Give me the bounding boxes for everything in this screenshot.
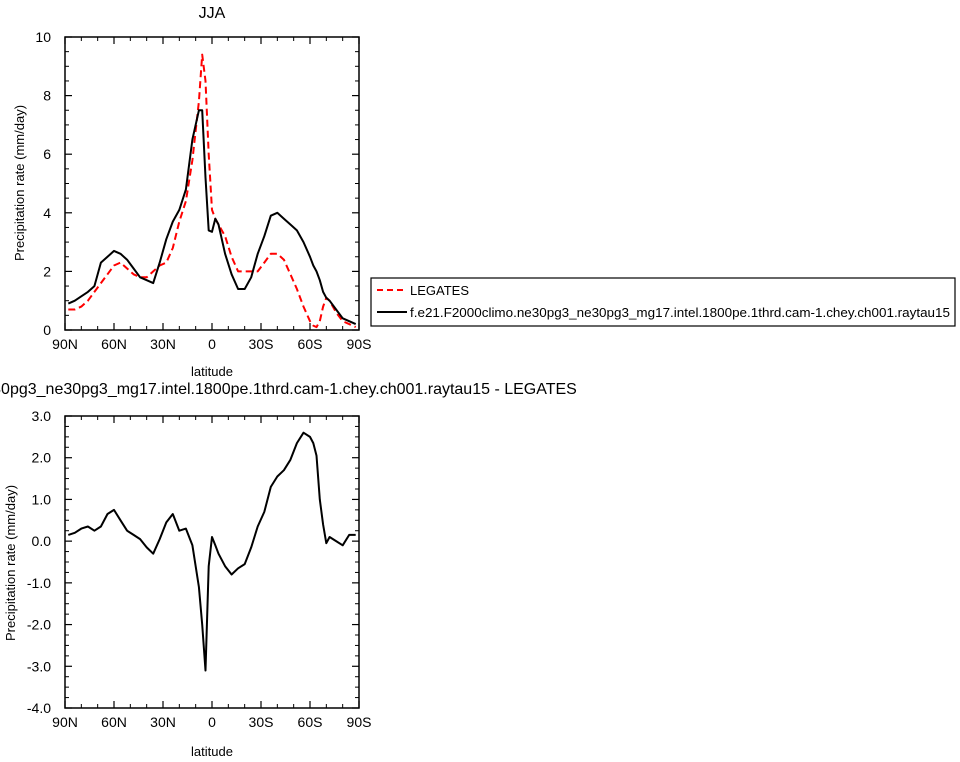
top-x-tick-label: 30S (249, 336, 274, 352)
bottom-x-tick-label: 0 (208, 714, 216, 730)
top-y-tick-label: 8 (43, 88, 51, 104)
bottom-x-axis-label: latitude (191, 744, 233, 759)
top-series-line-1 (67, 109, 357, 326)
bottom-y-tick-label: 3.0 (32, 408, 52, 424)
bottom-x-tick-label: 90S (347, 714, 372, 730)
top-series-line-0 (68, 53, 357, 329)
top-x-tick-label: 90S (347, 336, 372, 352)
bottom-x-tick-label: 90N (52, 714, 78, 730)
bottom-panel: f.e21.F2000climo.ne30pg3_ne30pg3_mg17.in… (0, 381, 577, 759)
top-x-tick-label: 30N (150, 336, 176, 352)
top-x-tick-label: 90N (52, 336, 78, 352)
legend-label-legates: LEGATES (410, 283, 469, 298)
top-x-tick-label: 60N (101, 336, 127, 352)
top-chart-title: JJA (199, 5, 226, 22)
top-y-tick-label: 10 (35, 29, 51, 45)
bottom-x-tick-label: 30S (249, 714, 274, 730)
legend-label-model: f.e21.F2000climo.ne30pg3_ne30pg3_mg17.in… (410, 305, 950, 320)
bottom-y-tick-label: 1.0 (32, 491, 52, 507)
top-y-tick-label: 4 (43, 205, 51, 221)
bottom-y-tick-label: -1.0 (27, 575, 51, 591)
top-y-tick-label: 6 (43, 146, 51, 162)
bottom-x-tick-label: 60S (298, 714, 323, 730)
top-y-axis-label: Precipitation rate (mm/day) (12, 105, 27, 261)
top-y-tick-label: 2 (43, 263, 51, 279)
bottom-series-line-0 (67, 431, 356, 672)
top-plot-frame (64, 36, 360, 331)
bottom-chart-title: f.e21.F2000climo.ne30pg3_ne30pg3_mg17.in… (0, 381, 577, 398)
legend: LEGATES f.e21.F2000climo.ne30pg3_ne30pg3… (370, 277, 956, 327)
bottom-y-tick-label: -2.0 (27, 617, 51, 633)
top-x-axis-label: latitude (191, 364, 233, 379)
bottom-plot-frame (64, 415, 360, 709)
bottom-y-tick-label: -3.0 (27, 658, 51, 674)
bottom-y-axis-label: Precipitation rate (mm/day) (3, 485, 18, 641)
top-panel: JJA Precipitation rate (mm/day) latitude… (12, 5, 371, 379)
bottom-x-tick-label: 30N (150, 714, 176, 730)
bottom-x-tick-label: 60N (101, 714, 127, 730)
legend-box (370, 277, 956, 327)
top-x-tick-label: 60S (298, 336, 323, 352)
bottom-y-tick-label: 0.0 (32, 533, 52, 549)
top-x-tick-label: 0 (208, 336, 216, 352)
top-y-tick-label: 0 (43, 322, 51, 338)
bottom-y-tick-label: 2.0 (32, 450, 52, 466)
bottom-y-tick-label: -4.0 (27, 700, 51, 716)
